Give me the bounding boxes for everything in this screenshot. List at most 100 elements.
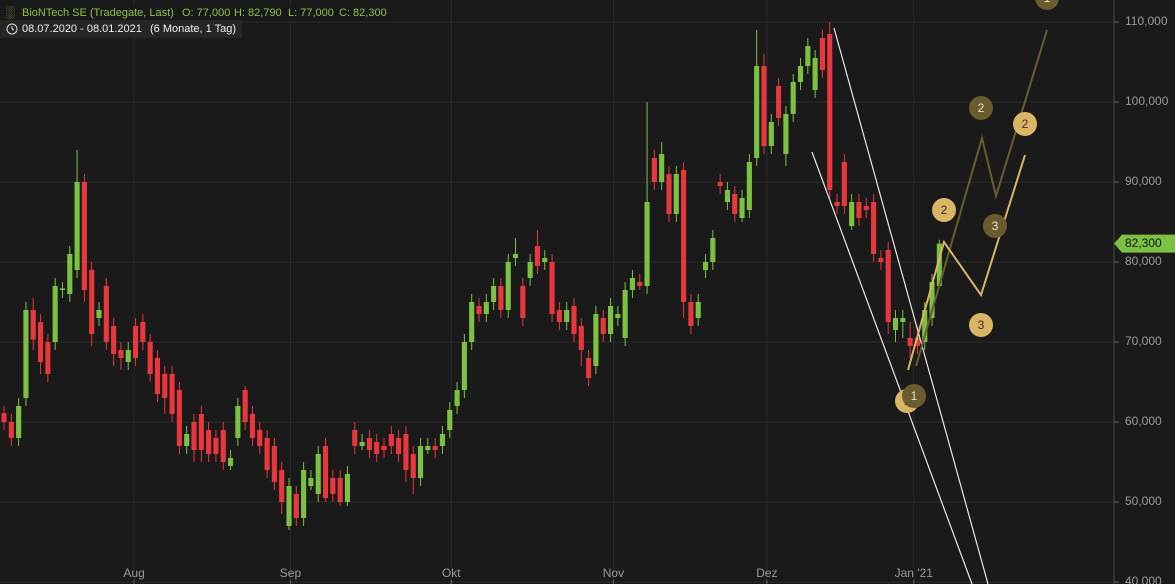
candle-body (322, 446, 329, 498)
candle-body (16, 406, 22, 438)
wave-label: 3 (978, 318, 985, 332)
candle-body (688, 302, 694, 326)
candle-body (67, 254, 73, 294)
candle-body (659, 154, 665, 182)
candle-body (264, 438, 270, 470)
candle-body (600, 318, 606, 334)
candle-body (330, 478, 336, 494)
candle-body (227, 458, 234, 466)
wave-marker (902, 384, 926, 408)
last-price-tag (1114, 234, 1175, 253)
candle-body (695, 302, 701, 318)
wave-labels: 11312322 (895, 0, 1059, 413)
y-tick-label: 110,000 (1125, 14, 1168, 28)
period-bg (0, 20, 242, 38)
trend-line (833, 27, 989, 584)
candle-body (914, 338, 920, 346)
candle-body (257, 430, 263, 446)
candle-body (425, 446, 431, 450)
candle-body (922, 310, 928, 342)
wave-label: 3 (992, 219, 999, 233)
y-tick-label: 70,000 (1125, 334, 1162, 348)
candle-body (673, 174, 679, 214)
candle-body (45, 342, 51, 374)
wave-marker (932, 198, 956, 222)
candle-body (702, 262, 709, 270)
candle-body (23, 310, 29, 398)
candle-body (776, 86, 782, 118)
candle-body (710, 238, 716, 262)
candle-body (520, 286, 526, 318)
candles (1, 22, 942, 530)
candle-body (176, 390, 182, 446)
candle-body (885, 250, 891, 322)
candle-body (783, 114, 789, 154)
candle-body (410, 454, 416, 478)
candle-body (220, 430, 226, 462)
last-price-label: 82,300 (1125, 236, 1162, 250)
candle-body (154, 358, 161, 394)
candle-body (439, 434, 446, 446)
candle-body (717, 182, 723, 186)
candle-body (761, 66, 767, 146)
y-tick-label: 90,000 (1125, 174, 1162, 188)
candle-body (593, 314, 599, 366)
wave-marker (983, 214, 1007, 238)
candle-body (366, 438, 372, 450)
candle-body (59, 288, 66, 290)
candle-body (607, 306, 614, 334)
candle-body (483, 302, 489, 314)
candle-body (352, 430, 358, 446)
candle-body (534, 246, 541, 266)
candle-body (198, 414, 204, 450)
candle-body (242, 390, 248, 422)
candle-body (337, 478, 343, 502)
candle-body (162, 374, 168, 398)
candle-body (89, 270, 95, 334)
x-tick-label: Nov (603, 566, 624, 580)
candle-body (724, 190, 731, 202)
candle-body (184, 434, 190, 446)
candle-body (476, 306, 482, 314)
candle-body (132, 326, 139, 358)
candle-body (374, 442, 380, 454)
candle-body (542, 258, 548, 262)
quote-low: L: 77,000 (288, 7, 334, 19)
candle-body (739, 198, 745, 218)
candle-body (892, 318, 899, 330)
candle-body (856, 202, 862, 218)
chart-icon: ░ (6, 5, 15, 19)
candle-body (549, 262, 555, 314)
candle-body (629, 278, 636, 290)
candle-body (622, 290, 628, 338)
candle-body (871, 202, 877, 254)
candle-body (878, 258, 884, 262)
candle-body (417, 446, 424, 478)
candle-body (140, 322, 146, 342)
candle-body (8, 422, 14, 438)
candle-body (301, 470, 307, 518)
candle-body (111, 326, 117, 354)
candle-body (396, 438, 402, 454)
candle-body (571, 306, 577, 334)
candle-body (235, 406, 241, 438)
candle-body (637, 282, 643, 286)
y-tick-label: 100,000 (1125, 94, 1169, 108)
candle-body (103, 286, 109, 342)
trend-line (811, 151, 973, 584)
candle-body (191, 422, 197, 450)
candle-body (147, 342, 153, 374)
wave-label: 1 (1044, 0, 1051, 5)
y-tick-label: 50,000 (1125, 494, 1162, 508)
candle-body (315, 454, 321, 494)
candle-body (81, 182, 87, 290)
wave-label: 2 (978, 101, 985, 115)
candle-body (125, 350, 131, 362)
candle-body (286, 486, 292, 526)
candle-body (746, 162, 752, 210)
candle-body (929, 282, 935, 318)
candle-body (498, 286, 504, 310)
x-tick-label: Dez (756, 566, 777, 580)
candle-body (805, 46, 811, 66)
